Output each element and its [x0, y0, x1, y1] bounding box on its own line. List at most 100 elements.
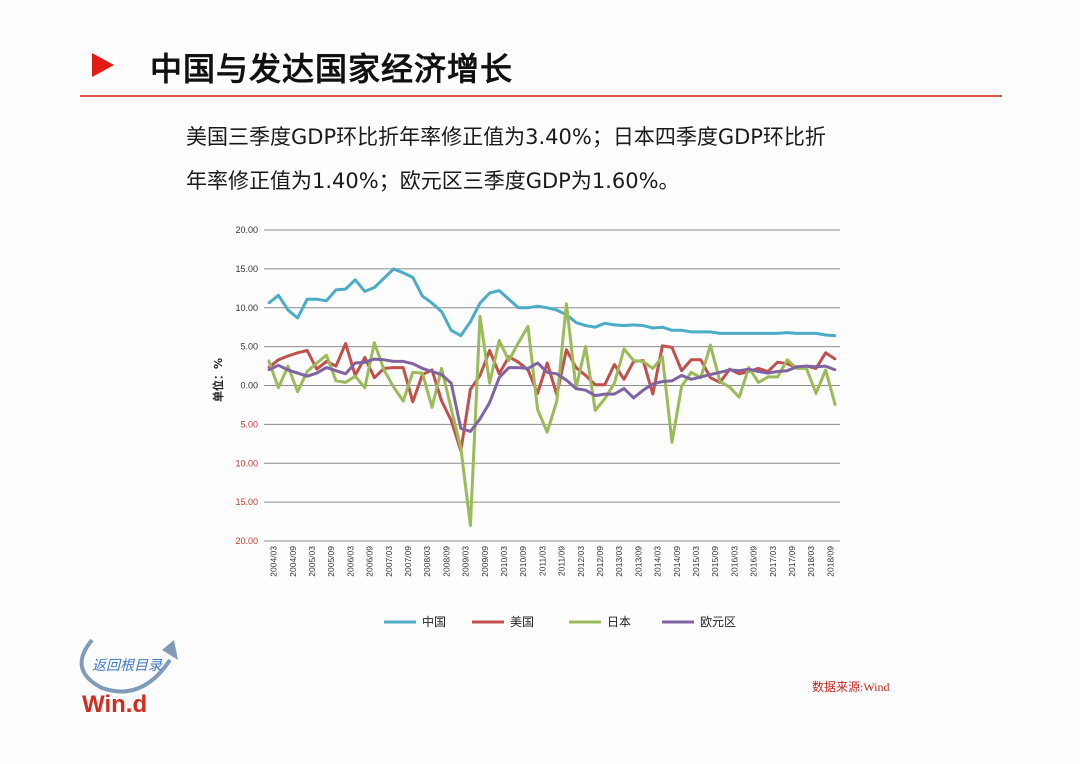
- data-point: [363, 360, 366, 364]
- data-point: [296, 351, 299, 355]
- data-point: [680, 374, 683, 377]
- data-point: [286, 308, 290, 312]
- y-tick-label: 5.00: [240, 419, 258, 429]
- data-point: [661, 355, 664, 358]
- x-tick-label: 2017/03: [768, 546, 778, 577]
- data-point: [776, 332, 779, 335]
- data-point: [334, 369, 338, 372]
- x-tick-label: 2006/09: [365, 546, 375, 577]
- data-point: [498, 289, 501, 292]
- data-point: [757, 332, 760, 335]
- data-point: [392, 366, 395, 369]
- y-tick-label: 10.00: [235, 458, 258, 468]
- data-point: [709, 376, 712, 379]
- data-point: [565, 302, 568, 306]
- data-point: [344, 372, 347, 376]
- data-point: [363, 290, 366, 293]
- x-tick-label: 2008/09: [441, 546, 451, 577]
- data-point: [786, 369, 789, 372]
- x-tick-label: 2012/09: [595, 546, 605, 577]
- data-point: [286, 354, 290, 358]
- data-point: [574, 387, 578, 390]
- data-point: [392, 360, 395, 363]
- data-point: [392, 385, 395, 389]
- data-point: [459, 427, 462, 430]
- data-point: [517, 360, 520, 364]
- data-point: [670, 441, 674, 444]
- data-point: [594, 394, 597, 397]
- data-point: [834, 368, 837, 372]
- data-point: [738, 332, 741, 335]
- data-point: [517, 341, 520, 344]
- data-point: [344, 342, 347, 345]
- data-point: [277, 386, 280, 390]
- series-line: [268, 357, 836, 433]
- data-point: [267, 301, 270, 305]
- data-point: [834, 334, 837, 337]
- y-tick-label: 10.00: [235, 303, 258, 313]
- y-tick-label: 0.00: [240, 381, 258, 391]
- data-point: [690, 371, 693, 374]
- data-point: [440, 399, 443, 403]
- data-point: [805, 332, 808, 335]
- x-tick-label: 2005/03: [307, 546, 317, 577]
- data-point: [603, 397, 606, 400]
- data-point: [469, 430, 472, 433]
- data-point: [757, 381, 760, 384]
- series-line: [267, 342, 837, 453]
- wind-logo-icon[interactable]: 返回根目录: [62, 630, 192, 720]
- data-point: [622, 324, 626, 327]
- data-point: [488, 291, 491, 295]
- data-point: [680, 385, 683, 388]
- data-point: [824, 368, 827, 372]
- data-point: [306, 297, 309, 301]
- x-tick-label: 2006/03: [345, 546, 355, 577]
- x-tick-label: 2013/03: [614, 546, 624, 577]
- data-point: [469, 524, 472, 527]
- data-point: [661, 325, 664, 329]
- data-point: [747, 367, 750, 371]
- data-point: [795, 365, 798, 369]
- x-tick-label: 2004/03: [269, 546, 279, 577]
- data-point: [344, 381, 347, 384]
- data-point: [411, 362, 414, 365]
- data-point: [440, 310, 443, 313]
- data-point: [546, 430, 549, 434]
- data-point: [488, 349, 491, 352]
- x-tick-label: 2016/03: [729, 546, 739, 577]
- data-point: [786, 358, 789, 362]
- summary-line-2: 年率修正值为1.40%；欧元区三季度GDP为1.60%。: [186, 169, 680, 193]
- data-point: [334, 288, 338, 292]
- data-point: [738, 372, 741, 376]
- data-point: [594, 383, 597, 386]
- x-tick-label: 2007/03: [384, 546, 394, 577]
- data-point: [574, 366, 578, 369]
- data-point: [613, 392, 616, 396]
- data-point: [680, 329, 683, 332]
- data-point: [450, 329, 453, 332]
- data-point: [622, 347, 626, 351]
- data-point: [382, 368, 386, 372]
- data-point: [718, 371, 722, 374]
- data-point: [824, 333, 827, 337]
- data-point: [565, 378, 568, 382]
- data-point: [757, 370, 760, 373]
- data-point: [325, 353, 328, 357]
- data-point: [642, 324, 645, 327]
- summary-line-1: 美国三季度GDP环比折年率修正值为3.40%；日本四季度GDP环比折: [186, 125, 826, 149]
- x-tick-label: 2011/03: [537, 546, 547, 576]
- data-point: [814, 332, 818, 335]
- x-tick-label: 2007/09: [403, 546, 413, 577]
- data-point: [709, 330, 712, 334]
- x-tick-label: 2010/09: [518, 546, 528, 577]
- data-point: [517, 306, 520, 309]
- data-point: [277, 294, 280, 297]
- data-point: [747, 332, 750, 335]
- x-tick-label: 2013/09: [633, 546, 643, 577]
- data-point: [709, 343, 712, 347]
- data-point: [286, 368, 290, 372]
- data-point: [306, 370, 309, 373]
- data-point: [546, 306, 549, 309]
- data-point: [507, 297, 510, 301]
